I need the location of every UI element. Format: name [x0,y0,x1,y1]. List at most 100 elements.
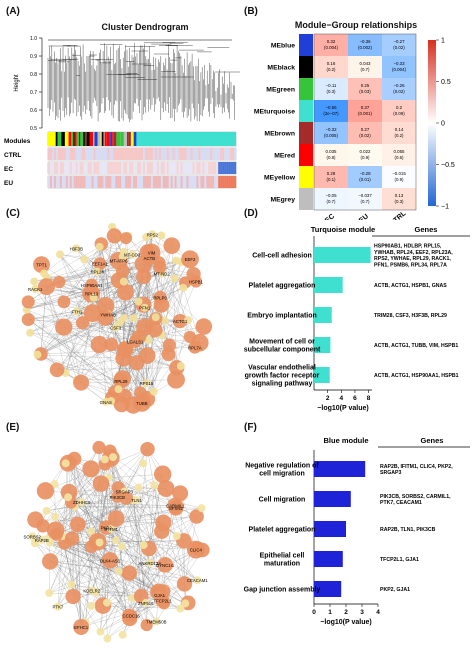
group-cell [53,176,57,188]
group-cell [168,176,171,188]
cell-pvalue: (0.8) [326,155,336,160]
group-cell [180,148,183,160]
group-cell [178,176,181,188]
cell-corr: −0.11 [326,83,337,88]
heatmap-cell [382,34,416,56]
group-cell [154,162,158,174]
group-cell [164,148,167,160]
group-cell [194,176,197,188]
blue-genes-header: Genes [421,436,444,445]
network-node-label: GJA1 [154,593,165,598]
heatmap-cell [348,144,382,166]
network-node [101,397,110,406]
group-cell [192,148,195,160]
network-node [147,322,163,338]
group-cell [113,176,116,188]
module-color-strip [112,132,114,146]
group-cell [148,148,152,160]
group-cell [77,176,80,188]
heatmap-cell [314,100,348,122]
group-cell [81,148,84,160]
network-node [117,283,134,301]
network-node [167,497,184,514]
group-cell [190,148,193,160]
group-cell [117,148,120,160]
network-node [106,228,122,244]
network-node-label: VIM [148,250,156,255]
group-cell [48,162,51,174]
network-node-label: DLK4-AS1 [100,558,121,563]
group-cell [180,162,183,174]
group-cell [224,176,227,188]
group-cell [69,162,72,174]
group-cell [176,176,179,188]
network-node [189,275,203,288]
module-color-strip [67,132,69,146]
x-tick-label: 4 [376,609,380,616]
cell-pvalue: (0.004) [324,45,338,50]
group-cell [222,176,225,188]
module-color-strip [133,132,138,146]
network-node [45,589,54,598]
module-color-strip [116,132,121,146]
network-node-label: DYNC1I1 [156,563,175,568]
module-color-strip [74,132,77,146]
y-axis-label: Height [14,74,20,92]
group-cell [99,176,102,188]
panel-label-a: (A) [6,6,20,17]
group-cell [131,176,134,188]
network-node-label: ANKRD13A [139,561,162,566]
group-cell [146,162,150,174]
module-color-strip [80,132,84,146]
group-cell [176,148,179,160]
group-cell [127,176,130,188]
network-node-label: CEACAM1 [187,578,208,583]
network-node-label: RPL29 [114,379,128,384]
blue-network: SFXN2 ZDHHC9 TMEM50B KDELR2 PKP2 CLIC4 RAP2B GJ… [24,440,210,643]
module-color-strip [51,132,56,146]
group-cell [144,176,148,188]
cell-pvalue: (0.002) [358,45,372,50]
group-cell [208,176,211,188]
network-node-label: KDELR2 [83,589,100,594]
group-cell [188,148,191,160]
cell-corr: 0.25 [361,83,370,88]
heatmap-cell [348,188,382,210]
group-cell [93,148,96,160]
gene-list-0: RAP2B, IFITM1, CLIC4, PKP2, SRGAP3 [380,464,453,476]
network-node [157,556,173,573]
network-node-label: PTK7 [53,605,64,610]
group-cell [230,148,233,160]
module-label-MEturquoise: MEturquoise [254,109,295,116]
group-cell [180,176,183,188]
group-cell [212,176,215,188]
cell-pvalue: (0.3) [394,199,404,204]
group-cell [103,148,106,160]
row-label-2: EC [4,166,13,173]
group-cell [164,176,167,188]
network-node [163,237,181,255]
module-color-swatch [299,166,313,188]
colorbar-tick-label: 1 [441,38,445,45]
network-node [155,514,172,531]
group-cell [150,148,154,160]
network-node [116,318,125,327]
group-cell [158,148,161,160]
network-node [37,278,55,296]
network-node [87,601,96,610]
network-node-label: RPS2 [147,232,159,237]
module-color-strip [128,132,131,146]
heatmap-cell [348,34,382,56]
colorbar-tick-label: 0.5 [441,79,451,86]
group-cell [135,148,138,160]
network-node [161,347,176,362]
group-cell [109,148,112,160]
group-cell [212,162,215,174]
cell-corr: −0.33 [393,61,405,66]
group-cell [172,176,175,188]
network-node [93,257,107,271]
group-cell [55,148,59,160]
module-label-MEblue: MEblue [271,43,295,50]
group-cell [220,148,223,160]
group-cell [57,176,61,188]
